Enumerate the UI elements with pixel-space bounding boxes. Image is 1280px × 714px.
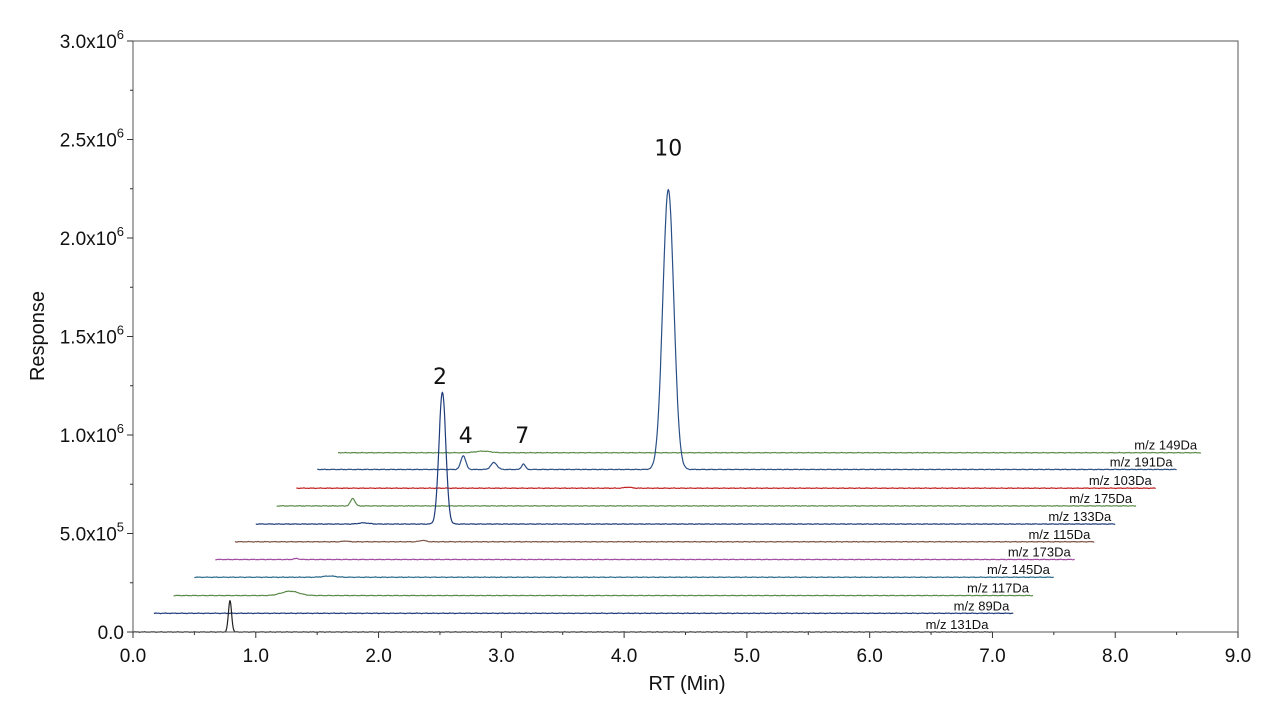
trace-label: m/z 131Da	[926, 617, 990, 632]
trace-label: m/z 117Da	[967, 581, 1030, 596]
trace-m-z-191da	[317, 188, 1177, 471]
peak-label: 10	[654, 136, 682, 161]
x-tick-label: 5.0	[734, 646, 760, 667]
trace-m-z-175da	[276, 497, 1137, 507]
x-tick-label: 0.0	[120, 646, 146, 667]
x-tick-label: 3.0	[488, 646, 514, 667]
trace-m-z-117da	[173, 590, 1034, 597]
x-tick-label: 1.0	[243, 646, 269, 667]
trace-m-z-145da	[194, 575, 1054, 579]
peak-label: 7	[515, 424, 529, 449]
y-tick-label: 1.0x106	[60, 421, 124, 447]
x-tick-label: 9.0	[1225, 646, 1251, 667]
trace-m-z-173da	[215, 557, 1075, 561]
y-tick-label: 0.0	[98, 623, 124, 644]
x-tick-label: 2.0	[365, 646, 391, 667]
y-tick-label: 5.0x105	[60, 520, 124, 546]
trace-label: m/z 173Da	[1008, 545, 1072, 560]
x-axis-title: RT (Min)	[648, 673, 725, 695]
trace-m-z-115da	[234, 539, 1095, 543]
y-tick-label: 2.5x106	[60, 126, 124, 152]
x-tick-label: 8.0	[1102, 646, 1128, 667]
trace-label: m/z 103Da	[1089, 473, 1153, 488]
y-tick-label: 1.5x106	[60, 323, 124, 349]
trace-label: m/z 175Da	[1069, 491, 1133, 506]
plot-frame	[132, 40, 1239, 633]
y-tick-label: 3.0x106	[60, 27, 124, 53]
peak-label: 2	[433, 365, 447, 390]
trace-m-z-131da	[132, 600, 993, 633]
x-tick-label: 7.0	[979, 646, 1005, 667]
trace-label: m/z 133Da	[1048, 509, 1112, 524]
peak-label: 4	[459, 424, 473, 449]
trace-label: m/z 89Da	[954, 598, 1010, 613]
y-tick-label: 2.0x106	[60, 224, 124, 250]
y-axis-title: Response	[27, 291, 49, 381]
trace-label: m/z 145Da	[987, 562, 1051, 577]
trace-m-z-103da	[296, 486, 1156, 490]
trace-m-z-89da	[153, 612, 1014, 615]
x-tick-label: 4.0	[611, 646, 637, 667]
trace-label: m/z 149Da	[1134, 438, 1198, 453]
trace-m-z-133da	[255, 391, 1116, 525]
x-tick-label: 6.0	[856, 646, 882, 667]
trace-label: m/z 191Da	[1110, 454, 1174, 469]
trace-label: m/z 115Da	[1028, 527, 1091, 542]
axes-layer: 0.0 1.0 2.0 3.0 4.0 5.0 6.0 7.0 8.0 9.0 0.0 5.0x105…	[60, 27, 1251, 667]
trace-m-z-149da	[337, 450, 1202, 454]
